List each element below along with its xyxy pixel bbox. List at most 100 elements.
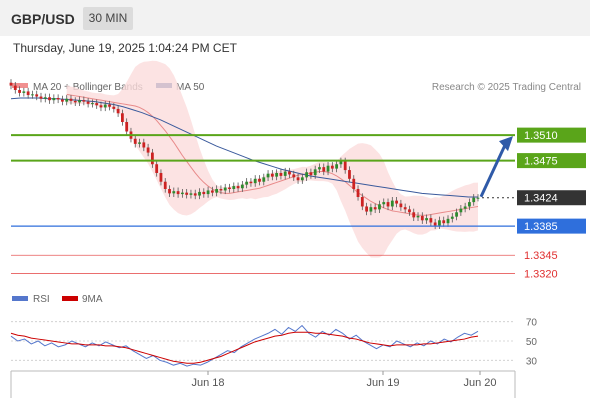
candle-body [253, 178, 257, 184]
candle-body [48, 97, 51, 101]
rsi-ma-line [10, 331, 479, 364]
candle-body [399, 203, 403, 208]
candle-body [73, 100, 77, 103]
candle-body [309, 172, 313, 176]
candle-body [232, 186, 236, 189]
candle-body [395, 200, 398, 204]
candle-body [202, 191, 206, 195]
candle-body [378, 204, 381, 210]
candle-body [65, 98, 69, 102]
candle-body [86, 101, 90, 104]
candle-body [39, 96, 43, 99]
candle-body [26, 91, 30, 96]
rsi-legend-label: RSI [33, 294, 50, 305]
projection-arrow [479, 144, 507, 198]
support-label: 1.3385 [524, 221, 558, 233]
candle-body [236, 186, 240, 189]
candle-body [61, 99, 64, 102]
candle-body [275, 172, 279, 177]
candle-body [103, 104, 107, 108]
candle-body [300, 177, 304, 181]
price-plot-area [9, 60, 480, 258]
candle-body [146, 147, 150, 153]
candle-body [56, 97, 60, 100]
candle-body [283, 171, 287, 176]
candle-body [22, 91, 26, 93]
candle-body [305, 172, 309, 178]
resistance-label: 1.3510 [524, 130, 558, 142]
target-label: 1.3320 [524, 268, 558, 280]
candle-body [150, 152, 154, 165]
candle-body [446, 218, 450, 224]
candle-body [185, 192, 189, 195]
candle-body [322, 167, 326, 172]
candle-body [459, 208, 463, 213]
candle-body [365, 206, 369, 212]
candle-body [245, 181, 249, 185]
candle-body [223, 187, 227, 191]
candle-body [125, 122, 129, 132]
candle-body [420, 215, 424, 221]
candle-body [326, 165, 330, 172]
candle-body [348, 170, 351, 179]
candle-body [159, 172, 163, 182]
candle-body [163, 181, 167, 189]
ma50-legend-label: MA 50 [176, 82, 205, 93]
candle-body [262, 177, 266, 182]
candle-body [433, 222, 437, 226]
last-price-label: 1.3424 [524, 193, 558, 205]
pair-title: GBP/USD [11, 11, 75, 27]
candle-body [155, 164, 159, 173]
candle-body [18, 89, 21, 93]
candle-body [476, 197, 480, 199]
resistance-label-bg [517, 153, 586, 169]
candle-body [240, 184, 244, 189]
candle-body [339, 161, 343, 165]
candle-body [270, 173, 274, 177]
x-tick-label: Jun 18 [191, 377, 224, 389]
candle-body [356, 188, 360, 197]
candle-body [442, 220, 446, 224]
candle-body [210, 190, 214, 193]
candle-body [318, 167, 321, 170]
candle-body [386, 202, 390, 207]
candle-body [463, 206, 467, 209]
candle-body [450, 216, 454, 219]
candle-body [168, 188, 171, 194]
source-credit: Research © 2025 Trading Central [432, 82, 581, 93]
candle-body [13, 85, 17, 90]
candle-body [215, 188, 219, 193]
candle-body [369, 207, 373, 212]
candle-body [330, 165, 334, 169]
candle-body [142, 142, 146, 148]
candle-body [455, 212, 458, 217]
candle-body [292, 174, 296, 178]
candle-body [279, 172, 283, 176]
support-label-bg [517, 218, 586, 234]
candle-body [296, 177, 300, 181]
candle-body [468, 202, 471, 207]
candle-body [352, 178, 356, 189]
rsi-legend-swatch [12, 296, 28, 301]
chart-datetime: Thursday, June 19, 2025 1:04:24 PM CET [13, 41, 237, 55]
candle-body [180, 192, 184, 195]
projection-arrow-head [499, 136, 513, 152]
candle-body [403, 207, 407, 210]
candle-body [249, 181, 253, 184]
x-axis: Jun 18 Jun 19 Jun 20 [191, 371, 497, 389]
candle-body [116, 108, 120, 114]
timeframe-button[interactable]: 30 MIN [83, 7, 133, 30]
ma50-line [10, 97, 478, 198]
candle-body [133, 138, 137, 144]
candle-body [138, 142, 141, 144]
candle-body [288, 171, 291, 175]
candle-body [91, 103, 94, 105]
candle-body [43, 97, 47, 99]
rsi-tick-label: 70 [526, 318, 538, 329]
candle-body [258, 178, 261, 182]
target-label: 1.3345 [524, 250, 558, 262]
candle-body [69, 98, 73, 101]
candle-body [429, 218, 433, 223]
rsi-tick-label: 50 [526, 337, 538, 348]
